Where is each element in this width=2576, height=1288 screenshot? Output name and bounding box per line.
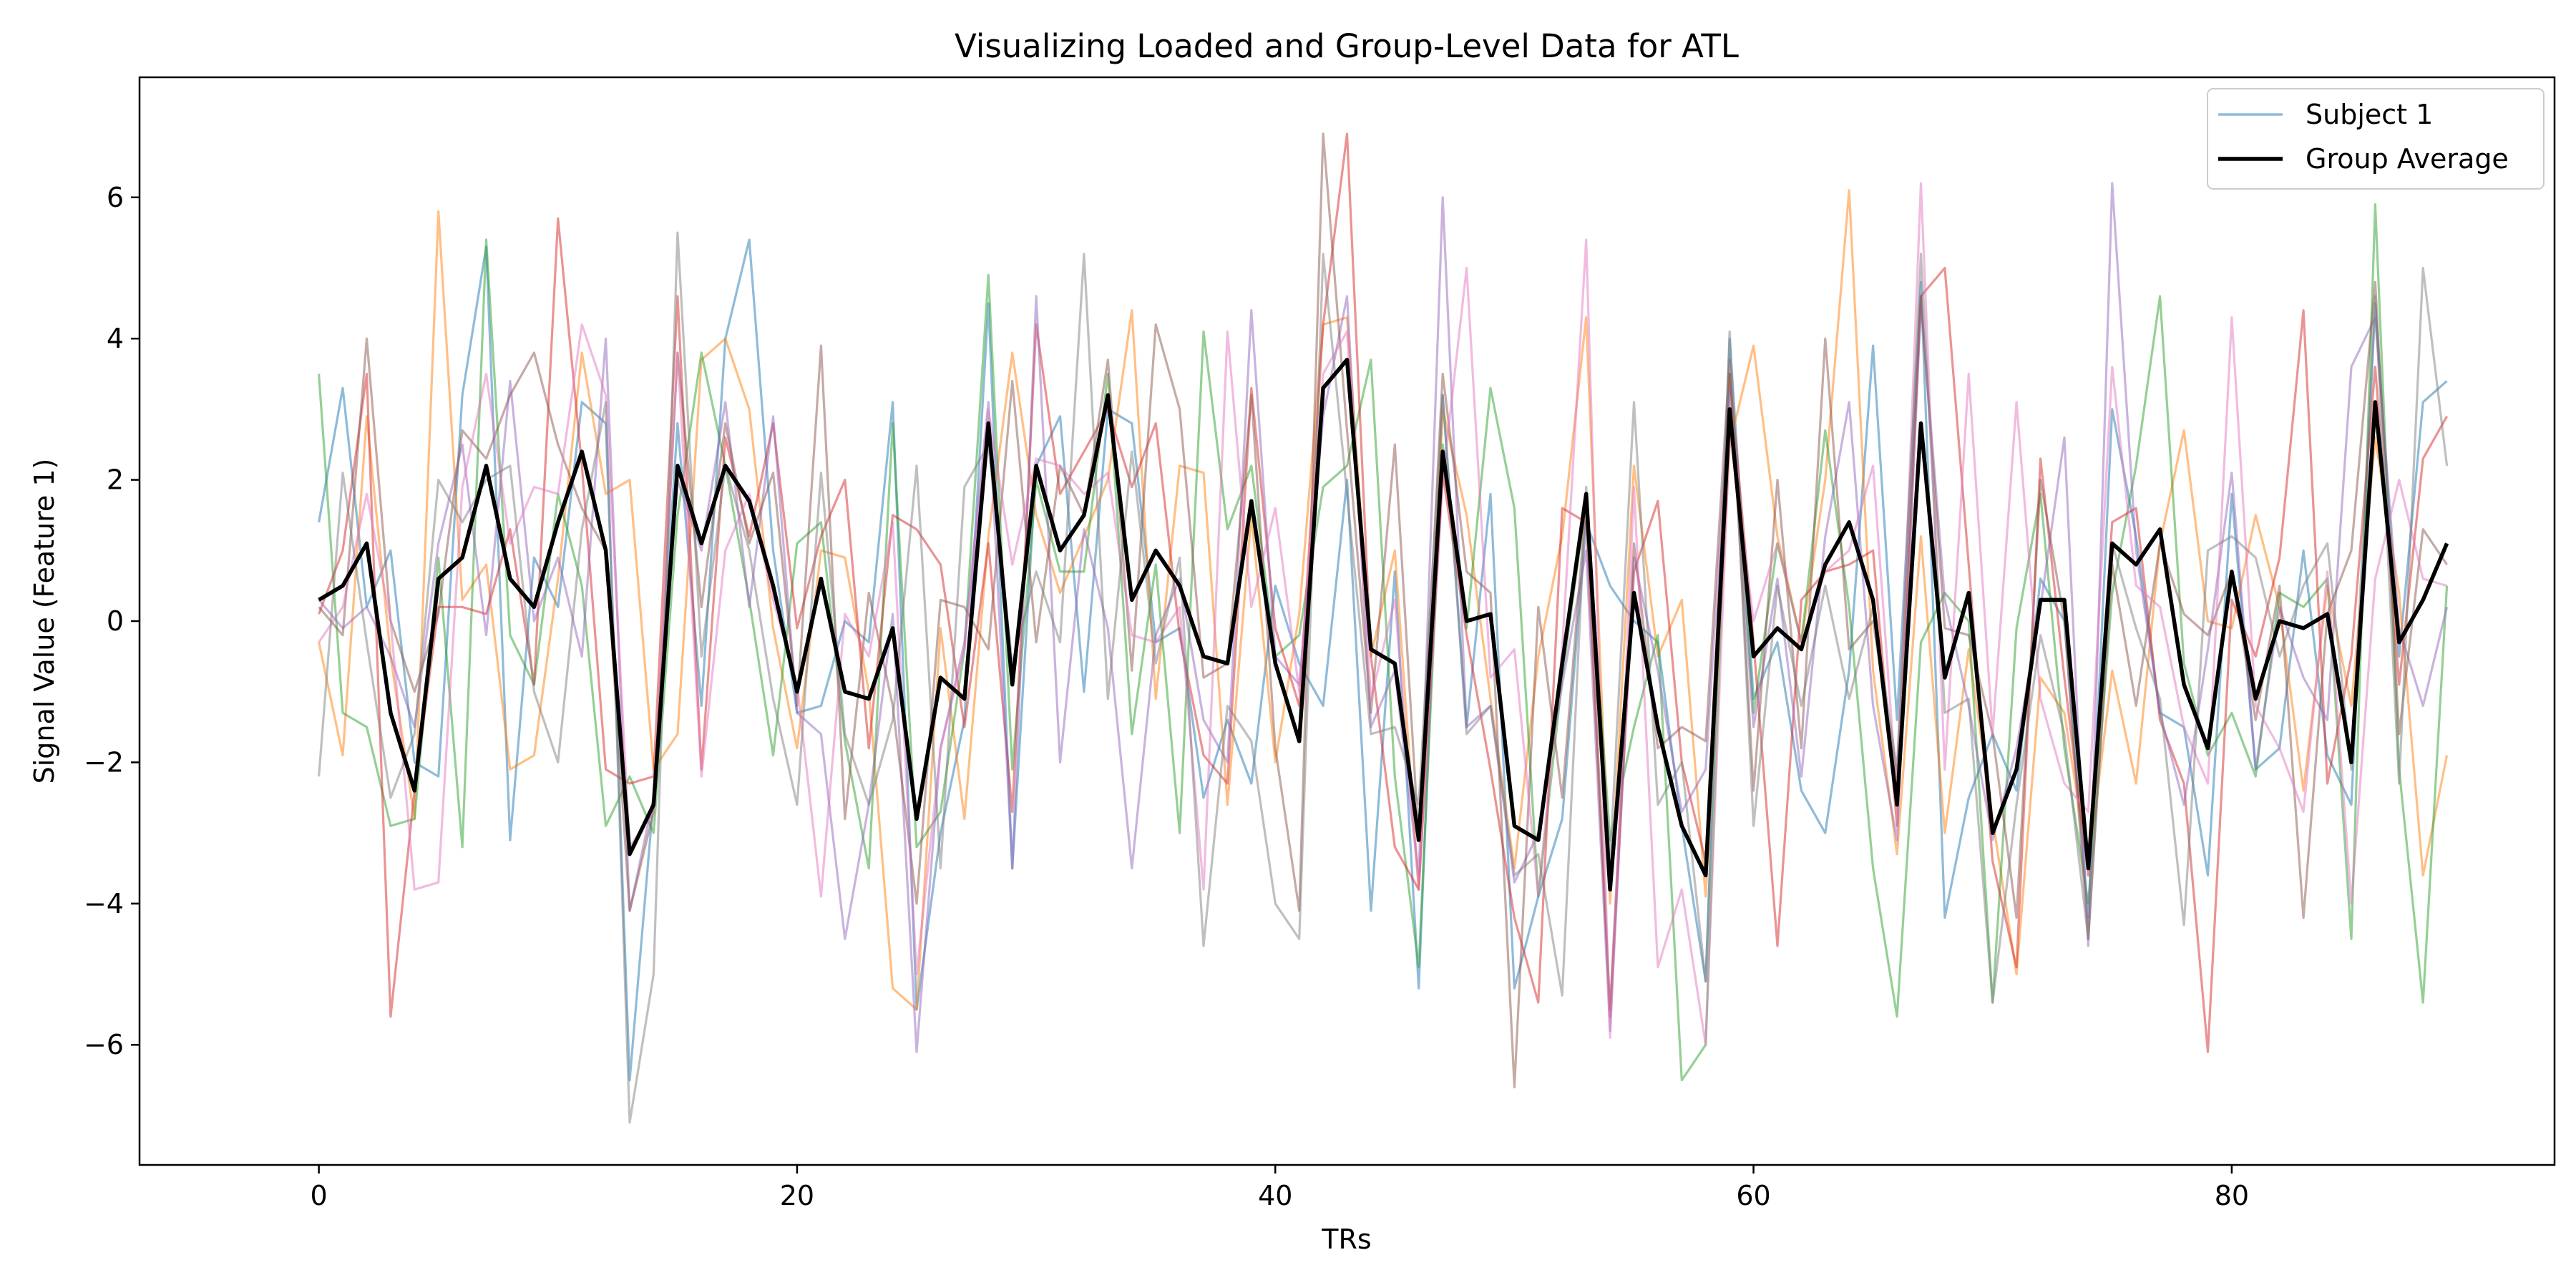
y-tick-label: 2 bbox=[107, 464, 124, 496]
legend-box bbox=[2207, 88, 2545, 190]
y-tick-label: 0 bbox=[107, 605, 124, 637]
y-tick-label: −4 bbox=[84, 888, 124, 919]
y-tick-label: 6 bbox=[107, 182, 124, 213]
y-tick-label: −6 bbox=[84, 1029, 124, 1060]
legend-label-group-average: Group Average bbox=[2306, 143, 2509, 175]
legend: Subject 1 Group Average bbox=[2207, 88, 2545, 190]
x-tick-label: 40 bbox=[1258, 1180, 1292, 1211]
series-line-subject-8 bbox=[318, 231, 2449, 1124]
x-tick-label: 20 bbox=[780, 1180, 814, 1211]
y-tick-label: −2 bbox=[84, 746, 124, 778]
legend-label-subject-1: Subject 1 bbox=[2306, 99, 2433, 130]
tick-layer: 0 20 40 60 80 −6 −4 −2 0 2 4 6 bbox=[84, 182, 2249, 1211]
series-line-subject-7 bbox=[318, 182, 2448, 1046]
x-axis-label: TRs bbox=[1321, 1224, 1371, 1255]
x-tick-label: 0 bbox=[311, 1180, 328, 1211]
series-layer bbox=[318, 132, 2449, 1124]
x-tick-label: 80 bbox=[2215, 1180, 2249, 1211]
chart-title: Visualizing Loaded and Group-Level Data … bbox=[955, 27, 1739, 65]
x-tick-label: 60 bbox=[1736, 1180, 1770, 1211]
series-line-group-average bbox=[318, 358, 2449, 892]
y-axis-label: Signal Value (Feature 1) bbox=[29, 459, 60, 784]
y-tick-label: 4 bbox=[107, 323, 124, 354]
